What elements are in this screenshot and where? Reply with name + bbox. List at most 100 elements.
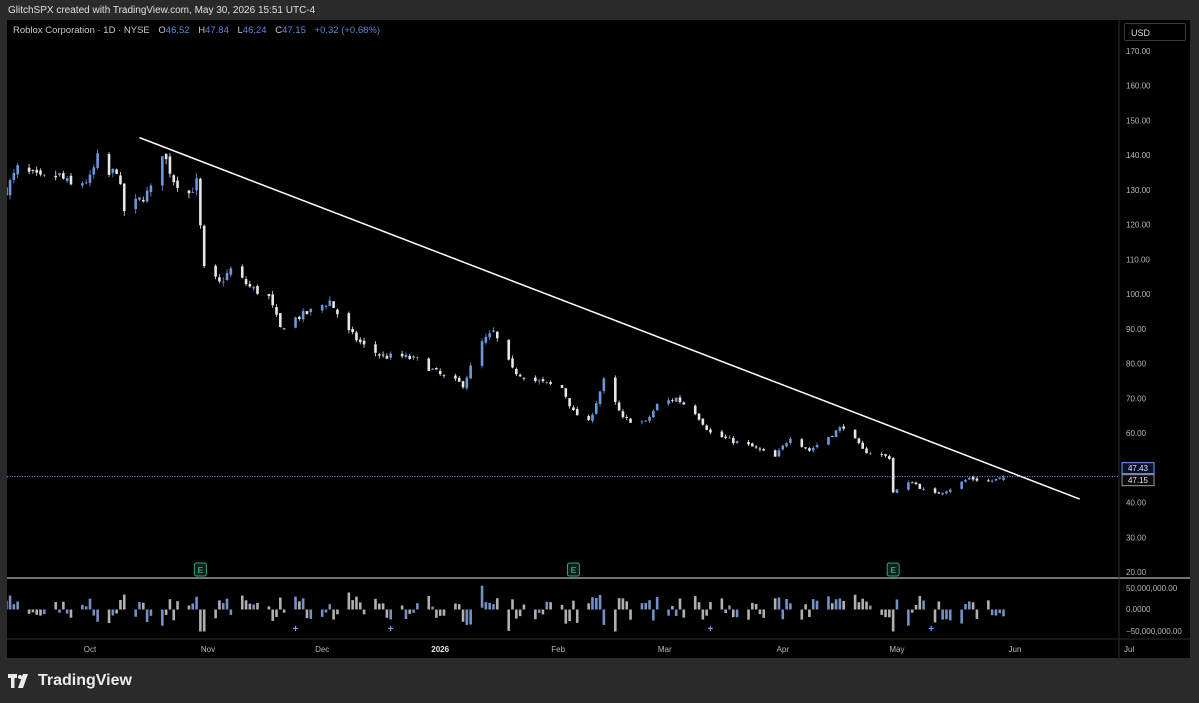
candle <box>416 356 419 361</box>
candle <box>122 182 126 216</box>
volume-bar <box>967 601 971 610</box>
volume-bar <box>62 601 65 610</box>
candle-body <box>975 478 979 481</box>
price-label-close: 47.15 <box>1121 474 1155 487</box>
legend-close: 47.15 <box>282 25 306 36</box>
volume-bar <box>195 596 198 610</box>
chart-frame[interactable]: E E E + + + + 170.00 160.00 150.00 140.00 130.00 1… <box>7 20 1190 658</box>
volume-bar <box>697 602 701 610</box>
legend-open-label: O <box>158 25 166 36</box>
candle <box>404 352 408 359</box>
candle <box>534 375 537 383</box>
currency-selector[interactable]: USD <box>1124 23 1186 41</box>
candle-body <box>427 358 431 371</box>
candle-body <box>252 286 255 289</box>
price-tick-label: 110.00 <box>1126 255 1150 264</box>
volume-tick-label: 0.0000 <box>1126 605 1151 614</box>
candle-body <box>416 357 419 359</box>
candle <box>773 449 777 457</box>
volume-bar <box>141 602 145 610</box>
volume-bar <box>282 609 286 613</box>
candle-body <box>294 317 297 328</box>
candle-body <box>454 375 457 379</box>
candle-body <box>358 339 362 343</box>
volume-bar <box>735 609 739 618</box>
candle-body <box>412 356 415 358</box>
candle-body <box>438 370 442 375</box>
volume-bar <box>122 594 126 610</box>
volume-bar <box>358 602 362 610</box>
volume-bar <box>442 609 446 616</box>
candle <box>400 350 404 359</box>
candle <box>545 381 549 385</box>
candle-body <box>119 175 122 185</box>
volume-bar <box>853 594 857 610</box>
candle-body <box>671 400 674 401</box>
candle-body <box>374 344 377 353</box>
candle <box>830 435 834 437</box>
volume-bar <box>891 609 895 632</box>
volume-bar <box>305 609 309 619</box>
candle <box>214 264 217 280</box>
candle-body <box>309 308 313 313</box>
candle <box>164 153 168 165</box>
candle-body <box>990 480 994 482</box>
candle-body <box>35 169 39 173</box>
candle <box>907 480 910 491</box>
candle <box>853 429 857 439</box>
dividend-marker: + <box>293 624 299 635</box>
earnings-badge <box>886 562 900 577</box>
candle-body <box>545 381 549 383</box>
candle <box>598 390 602 407</box>
candle <box>199 177 202 229</box>
candle <box>187 189 191 199</box>
volume-bar <box>416 603 419 610</box>
candle-body <box>888 456 891 459</box>
time-tick-label: May <box>889 645 904 654</box>
candle-body <box>62 173 65 179</box>
candle <box>488 330 491 341</box>
volume-bar <box>176 601 179 610</box>
volume-bar <box>465 609 469 625</box>
volume-bar <box>88 598 92 610</box>
candle-body <box>941 492 944 495</box>
candle <box>511 355 514 369</box>
candle-body <box>674 397 678 402</box>
volume-bar <box>320 609 324 617</box>
candle <box>572 405 575 411</box>
volume-bar <box>362 609 366 615</box>
tradingview-logo-icon <box>8 674 28 688</box>
candle-body <box>511 358 514 368</box>
candle <box>537 378 541 385</box>
candle-body <box>758 448 762 450</box>
candle-body <box>937 492 941 494</box>
volume-bar <box>515 609 518 619</box>
volume-bar <box>332 609 335 620</box>
time-tick-label: Apr <box>777 645 790 654</box>
volume-bar <box>495 598 499 610</box>
candle-body <box>575 408 579 416</box>
time-tick-label: Jun <box>1009 645 1022 654</box>
candle-body <box>960 481 963 489</box>
volume-bar <box>682 609 686 618</box>
candle <box>857 437 861 445</box>
candle-body <box>971 477 975 480</box>
volume-bar <box>84 606 88 610</box>
volume-bar <box>58 609 61 613</box>
candle <box>777 448 781 458</box>
volume-bar <box>191 603 195 610</box>
candle-body <box>827 436 830 445</box>
volume-bar <box>888 609 891 618</box>
candle <box>381 351 385 358</box>
candle <box>54 170 58 181</box>
volume-bar <box>613 609 617 632</box>
volume-bar <box>838 598 842 610</box>
price-chart[interactable]: E E E + + + + 170.00 160.00 150.00 140.00 130.00 1… <box>7 20 1190 658</box>
price-label-value: 47.43 <box>1128 464 1149 473</box>
candle <box>648 415 651 423</box>
candle <box>842 424 845 431</box>
volume-bar <box>31 609 35 613</box>
volume-bar <box>777 597 781 610</box>
candle-body <box>587 416 590 420</box>
volume-bar <box>400 605 404 610</box>
